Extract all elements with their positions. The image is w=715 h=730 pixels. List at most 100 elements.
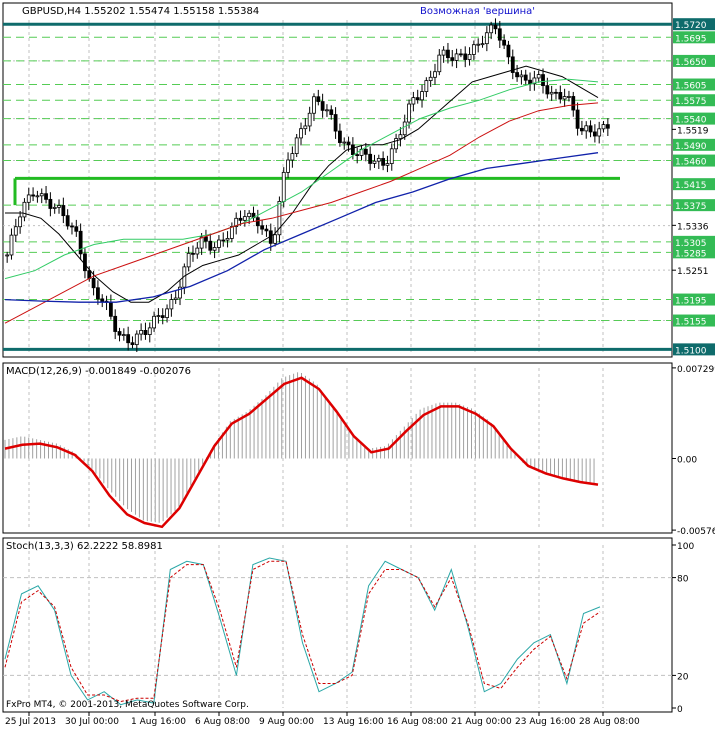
candle-body [126, 334, 131, 344]
price-tick-label: 1.5195 [675, 297, 707, 307]
candle-body [411, 97, 416, 105]
candle-body [307, 112, 312, 127]
candle-body [247, 212, 252, 218]
candle-body [515, 72, 519, 78]
price-tick-highlight [673, 94, 715, 107]
candle-body [160, 315, 165, 318]
candle-body [575, 109, 580, 129]
stoch-tick-label: 80 [677, 575, 689, 585]
price-candles [5, 18, 610, 353]
price-tick-highlight [673, 31, 715, 44]
candle-body [260, 225, 265, 230]
candle-body [592, 131, 597, 137]
time-tick-label: 23 Aug 16:00 [515, 717, 576, 727]
candle-body [320, 101, 325, 111]
candle-body [605, 124, 610, 129]
macd-label: MACD(12,26,9) -0.001849 -0.002076 [6, 366, 191, 377]
price-tick-label: 1.5336 [677, 222, 709, 232]
ma-fast-line [5, 65, 599, 303]
candle-body [480, 43, 485, 46]
candle-body [545, 85, 550, 95]
candle-body [229, 226, 234, 239]
macd-signal-line [4, 376, 599, 529]
price-pane[interactable]: GBPUSD,H4 1.55202 1.55474 1.55158 1.5538… [2, 2, 715, 708]
time-tick-label: 21 Aug 00:00 [451, 717, 512, 727]
candle-body [338, 130, 342, 143]
candle-body [523, 74, 528, 81]
macd-pane[interactable]: MACD(12,26,9) -0.001849 -0.002076 0.0072… [2, 362, 715, 537]
candle-body [108, 301, 113, 317]
candle-body [22, 201, 27, 218]
candle-body [134, 333, 139, 346]
candle-body [70, 225, 74, 228]
candle-body [225, 238, 230, 241]
candle-body [52, 206, 57, 209]
candle-body [446, 49, 450, 59]
candle-body [368, 153, 373, 164]
candle-body [242, 216, 247, 221]
stoch-label: Stoch(13,3,3) 62.2222 58.8981 [6, 541, 163, 552]
candle-body [83, 253, 87, 272]
candle-body [61, 205, 66, 217]
candle-body [48, 198, 53, 209]
candle-body [415, 97, 420, 101]
price-tick-highlight [673, 178, 715, 191]
candle-body [402, 121, 407, 136]
time-tick-label: 1 Aug 16:00 [131, 717, 186, 727]
candle-body [597, 128, 602, 137]
candle-body [580, 127, 584, 132]
stoch-main-line [4, 557, 601, 706]
stoch-tick-label: 0 [677, 705, 683, 715]
candle-body [476, 43, 481, 46]
candle-body [437, 54, 442, 73]
candle-body [428, 76, 433, 82]
time-tick-label: 30 Jul 00:00 [65, 717, 119, 727]
macd-tick-label: 0.00 [677, 455, 697, 465]
candle-body [31, 194, 35, 197]
candle-body [212, 247, 217, 251]
price-tick-highlight [673, 293, 715, 306]
candle-body [294, 137, 299, 154]
candle-body [350, 144, 355, 155]
stoch-signal-line [4, 560, 601, 703]
candle-body [186, 252, 191, 268]
price-tick-highlight [673, 78, 715, 91]
price-tick-highlight [673, 112, 715, 125]
candle-body [121, 334, 126, 336]
stoch-pane[interactable]: Stoch(13,3,3) 62.2222 58.8981 100 80 20 0 F… [2, 537, 694, 715]
macd-signal-line [4, 376, 599, 529]
candle-body [519, 74, 524, 78]
candle-body [584, 125, 589, 132]
candle-body [204, 236, 208, 242]
price-tick-highlight [673, 138, 715, 151]
candle-body [333, 114, 338, 132]
candle-body [471, 44, 476, 55]
ma-green-line [4, 78, 599, 280]
candle-body [130, 342, 135, 346]
candle-body [312, 96, 316, 114]
candle-body [558, 92, 563, 100]
price-tick-highlight [673, 18, 715, 31]
candle-body [450, 57, 455, 61]
candle-body [234, 217, 239, 228]
candle-body [96, 287, 100, 300]
candle-body [528, 79, 532, 85]
candle-body [9, 234, 14, 256]
candle-body [221, 239, 226, 242]
time-axis: 25 Jul 2013 30 Jul 00:00 1 Aug 16:00 6 Aug … [5, 712, 640, 727]
copyright-text: FxPro MT4, © 2001-2013, MetaQuotes Softw… [6, 700, 249, 710]
price-tick-label: 1.5251 [677, 267, 709, 277]
candle-body [57, 205, 61, 208]
price-tick-label: 1.5490 [675, 142, 707, 152]
candle-body [303, 125, 308, 130]
candle-body [208, 240, 213, 251]
candle-body [273, 234, 277, 244]
stoch-lines [4, 557, 601, 706]
candle-body [169, 299, 174, 310]
candle-body [536, 74, 541, 79]
candle-body [5, 254, 10, 257]
price-tick-highlight [673, 343, 715, 356]
price-tick-label: 1.5100 [675, 346, 707, 356]
price-tick-label: 1.5519 [677, 126, 709, 136]
